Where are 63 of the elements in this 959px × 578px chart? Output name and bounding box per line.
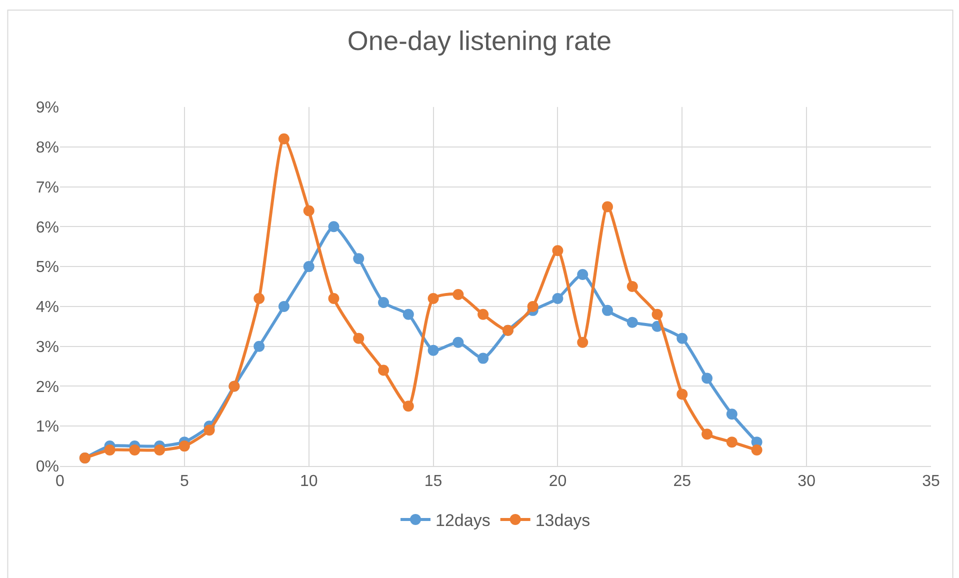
- point: [602, 201, 613, 212]
- point: [552, 292, 564, 304]
- x-tick-label: 10: [300, 473, 318, 490]
- point: [478, 352, 489, 364]
- point: [577, 336, 588, 348]
- y-tick-label: 1%: [36, 418, 59, 436]
- chart-title: One-day listening rate: [347, 26, 612, 56]
- x-tick-label: 20: [548, 473, 567, 490]
- point: [676, 332, 688, 344]
- point: [353, 253, 364, 264]
- y-tick-label: 9%: [36, 100, 59, 117]
- point: [254, 292, 265, 304]
- point: [278, 133, 290, 144]
- point: [353, 332, 364, 344]
- point: [676, 388, 688, 400]
- y-tick-label: 6%: [36, 219, 59, 236]
- point: [652, 308, 663, 320]
- point: [104, 444, 116, 456]
- y-tick-label: 7%: [36, 179, 59, 196]
- x-tick-label: 35: [922, 473, 940, 490]
- x-tick-label: 15: [424, 473, 442, 490]
- point: [478, 308, 489, 320]
- y-tick-label: 8%: [36, 139, 59, 156]
- y-tick-label: 0%: [36, 458, 59, 476]
- point: [328, 221, 340, 232]
- x-tick-label: 5: [180, 473, 189, 490]
- point: [303, 205, 314, 216]
- point: [726, 436, 738, 448]
- point: [278, 300, 290, 312]
- legend-label: 12days: [436, 511, 490, 530]
- point: [452, 288, 464, 300]
- y-tick-label: 5%: [36, 259, 59, 276]
- point: [178, 440, 190, 452]
- x-tick-label: 30: [798, 473, 816, 490]
- y-tick-label: 3%: [36, 338, 59, 356]
- point: [626, 316, 638, 328]
- y-tick-label: 4%: [36, 299, 59, 316]
- point: [378, 364, 390, 376]
- point: [129, 444, 140, 456]
- point: [527, 300, 538, 312]
- point: [452, 336, 464, 348]
- point: [428, 344, 439, 356]
- point: [552, 245, 564, 256]
- point: [204, 424, 215, 436]
- point: [602, 304, 613, 316]
- point: [328, 292, 340, 304]
- point: [428, 292, 439, 304]
- point: [402, 308, 414, 320]
- legend-label: 13days: [535, 511, 590, 530]
- point: [154, 444, 166, 456]
- point: [751, 444, 762, 456]
- point: [254, 340, 265, 352]
- y-tick-label: 2%: [36, 378, 59, 396]
- point: [378, 296, 390, 308]
- x-tick-label: 25: [673, 473, 692, 490]
- point: [702, 428, 713, 440]
- x-tick-label: 0: [56, 473, 65, 490]
- point: [702, 372, 713, 384]
- point: [402, 400, 414, 412]
- point: [626, 281, 638, 292]
- point: [577, 269, 588, 280]
- point: [303, 261, 314, 272]
- point: [726, 408, 738, 420]
